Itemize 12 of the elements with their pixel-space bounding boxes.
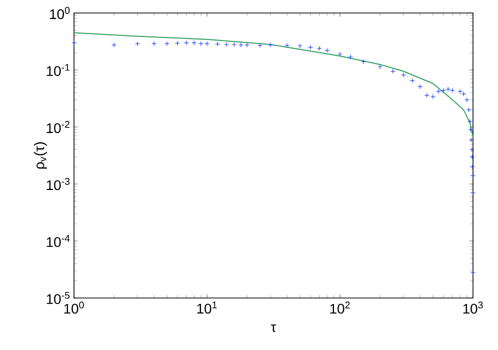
y-tick-label: 10$^{0}$ bbox=[50, 6, 70, 20]
x-tick-label: 10$^{2}$ bbox=[330, 302, 350, 314]
y-tick-label: 10$^{-5}$ bbox=[46, 292, 70, 304]
y-tick-label: 10$^{-1}$ bbox=[46, 64, 70, 76]
y-tick-label: 10$^{-2}$ bbox=[46, 120, 70, 134]
x-tick-label: 10$^{3}$ bbox=[463, 302, 483, 314]
y-axis-title: ρ$_{v}$(τ) bbox=[34, 142, 47, 169]
x-tick-label: 10$^{0}$ bbox=[64, 302, 84, 314]
x-tick-label: 10$^{1}$ bbox=[197, 302, 217, 314]
x-axis-title: τ bbox=[270, 324, 276, 332]
y-tick-label: 10$^{-4}$ bbox=[46, 234, 70, 248]
y-tick-label: 10$^{-3}$ bbox=[46, 178, 70, 190]
